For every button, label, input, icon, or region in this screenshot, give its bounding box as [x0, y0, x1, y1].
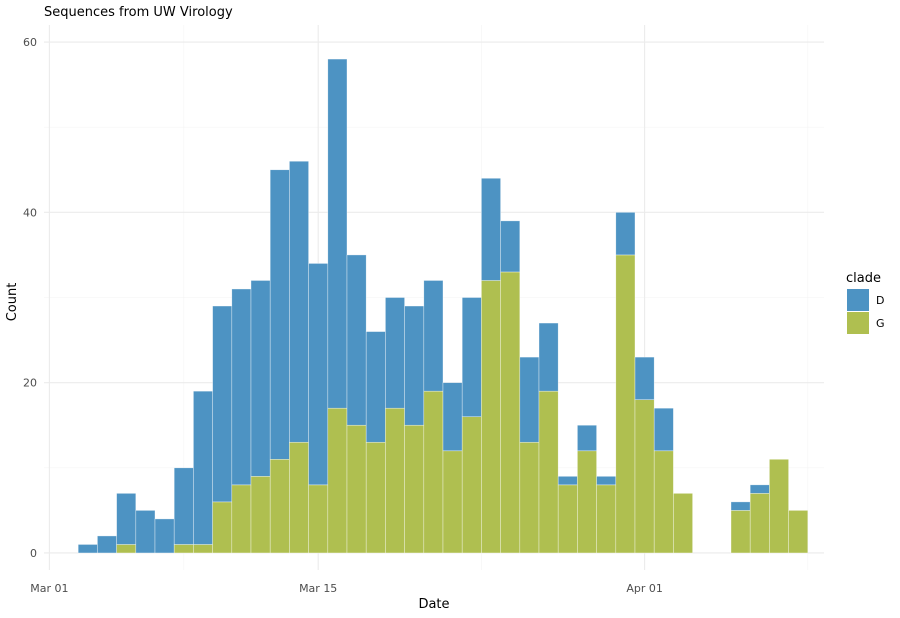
- bar-d: [749, 484, 770, 494]
- bar-d: [385, 297, 405, 409]
- bar-g: [231, 484, 252, 554]
- bar-d: [154, 518, 175, 554]
- y-tick-label: 60: [23, 36, 37, 49]
- bar-d: [538, 322, 559, 392]
- bar-d: [577, 424, 597, 452]
- bar-d: [173, 467, 194, 545]
- bar-g: [749, 493, 770, 554]
- bar-g: [365, 441, 386, 554]
- bar-d: [289, 160, 309, 443]
- chart-title: Sequences from UW Virology: [44, 5, 233, 20]
- bars: [77, 58, 809, 554]
- bar-g: [615, 254, 636, 554]
- bar-g: [308, 484, 329, 554]
- bar-g: [596, 484, 617, 554]
- bar-g: [577, 450, 597, 554]
- legend-key-d: [847, 289, 869, 311]
- bar-g: [481, 280, 501, 554]
- bar-d: [519, 356, 540, 443]
- bar-d: [481, 177, 501, 281]
- bar-g: [442, 450, 463, 554]
- bar-g: [289, 441, 309, 554]
- bar-d: [346, 254, 367, 426]
- y-tick-label: 20: [23, 377, 37, 390]
- bar-d: [193, 390, 213, 545]
- x-axis-title: Date: [418, 597, 449, 612]
- bar-g: [461, 416, 482, 554]
- bar-d: [404, 305, 425, 426]
- bar-g: [346, 424, 367, 554]
- bar-d: [461, 297, 482, 418]
- bar-g: [327, 407, 348, 554]
- bar-d: [596, 476, 617, 486]
- bar-g: [653, 450, 674, 554]
- bar-g: [269, 458, 290, 554]
- bar-g: [538, 390, 559, 554]
- bar-d: [327, 58, 348, 409]
- bar-d: [615, 212, 636, 256]
- bar-d: [423, 280, 444, 392]
- bar-d: [653, 407, 674, 452]
- bar-d: [442, 382, 463, 452]
- x-tick-label: Apr 01: [626, 582, 663, 595]
- y-axis-title: Count: [5, 283, 20, 322]
- bar-d: [135, 510, 156, 554]
- x-axis-ticks: Mar 01 Mar 15 Apr 01: [30, 582, 663, 595]
- bar-g: [116, 544, 137, 554]
- bar-g: [404, 424, 425, 554]
- bar-g: [730, 510, 751, 554]
- bar-g: [634, 399, 655, 554]
- bar-d: [116, 493, 137, 545]
- bar-g: [500, 271, 521, 554]
- legend: clade DG: [846, 271, 885, 334]
- x-tick-label: Mar 15: [299, 582, 337, 595]
- bar-d: [557, 476, 578, 486]
- x-tick-label: Mar 01: [30, 582, 68, 595]
- bar-d: [365, 331, 386, 443]
- bar-g: [769, 458, 789, 554]
- bar-d: [97, 535, 117, 554]
- bar-g: [385, 407, 405, 554]
- bar-g: [423, 390, 444, 554]
- bar-d: [269, 169, 290, 460]
- bar-d: [231, 288, 252, 486]
- y-tick-label: 40: [23, 206, 37, 219]
- bar-g: [673, 493, 693, 554]
- bar-g: [193, 544, 213, 554]
- bar-g: [173, 544, 194, 554]
- bar-d: [250, 280, 271, 477]
- bar-g: [788, 510, 809, 554]
- bar-g: [519, 441, 540, 554]
- y-axis-ticks: 0 20 40 60: [23, 36, 37, 560]
- y-tick-label: 0: [30, 547, 37, 560]
- bar-g: [212, 501, 233, 554]
- bar-g: [557, 484, 578, 554]
- bar-d: [730, 501, 751, 511]
- bar-d: [634, 356, 655, 400]
- bar-d: [212, 305, 233, 503]
- legend-key-g: [847, 312, 869, 334]
- legend-label-d: D: [876, 294, 884, 307]
- bar-g: [250, 476, 271, 554]
- bar-d: [77, 544, 98, 554]
- legend-label-g: G: [876, 317, 885, 330]
- legend-title: clade: [846, 271, 881, 286]
- bar-d: [500, 220, 521, 273]
- bar-d: [308, 263, 329, 486]
